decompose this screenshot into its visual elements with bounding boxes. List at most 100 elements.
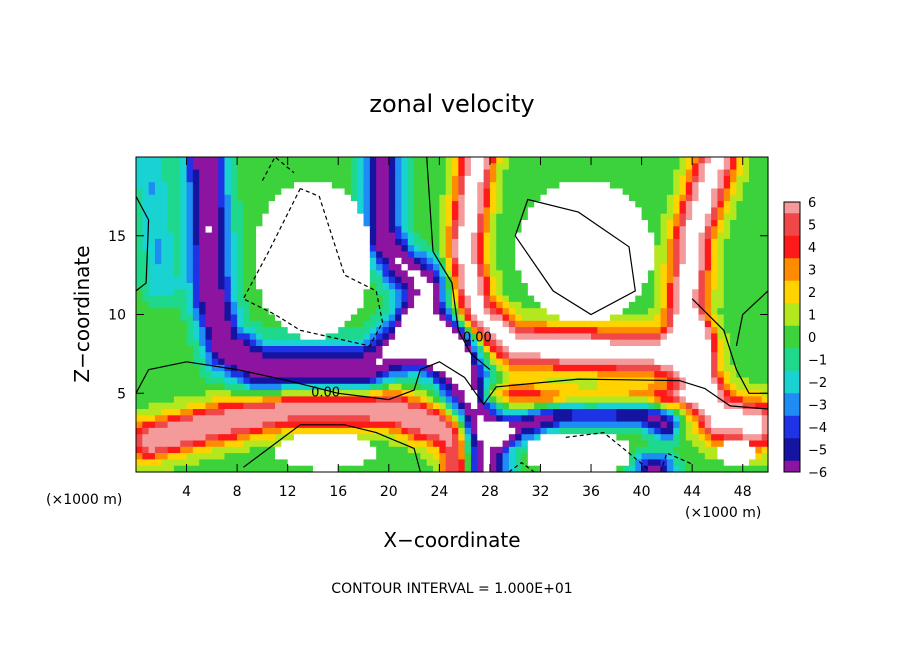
field-cell: [489, 257, 497, 265]
field-cell: [660, 163, 668, 171]
field-cell: [331, 157, 339, 164]
field-cell: [452, 402, 459, 410]
field-cell: [211, 352, 219, 360]
field-cell: [369, 308, 377, 316]
field-cell: [742, 245, 750, 253]
field-cell: [249, 226, 257, 234]
field-cell: [306, 320, 314, 328]
field-cell: [704, 446, 712, 454]
field-cell: [572, 427, 579, 435]
field-cell: [180, 238, 188, 246]
field-cell: [704, 364, 712, 372]
field-cell: [275, 327, 282, 334]
field-cell: [161, 220, 169, 227]
field-cell: [414, 301, 421, 309]
field-cell: [723, 264, 731, 271]
field-cell: [420, 295, 428, 303]
field-cell: [578, 213, 586, 221]
field-cell: [508, 434, 516, 442]
field-cell: [243, 308, 251, 316]
field-cell: [344, 390, 352, 397]
field-cell: [761, 201, 769, 208]
field-cell: [426, 453, 434, 460]
field-cell: [224, 465, 232, 473]
field-cell: [546, 314, 554, 322]
field-cell: [654, 377, 662, 385]
field-cell: [572, 383, 579, 391]
field-cell: [376, 188, 384, 196]
field-cell: [666, 440, 674, 448]
field-cell: [496, 226, 504, 234]
field-cell: [540, 194, 548, 202]
field-cell: [331, 377, 339, 385]
field-cell: [306, 346, 314, 353]
field-cell: [736, 257, 744, 265]
field-cell: [426, 364, 434, 372]
field-cell: [477, 383, 485, 391]
field-cell: [622, 226, 630, 234]
field-cell: [205, 245, 213, 253]
field-cell: [559, 213, 567, 221]
field-cell: [420, 194, 428, 202]
field-cell: [477, 257, 485, 265]
field-cell: [136, 377, 143, 385]
field-cell: [565, 257, 573, 265]
field-cell: [458, 415, 466, 423]
field-cell: [306, 182, 314, 190]
field-cell: [256, 169, 263, 177]
field-cell: [698, 308, 706, 316]
field-cell: [572, 320, 579, 328]
field-cell: [218, 188, 226, 196]
field-cell: [603, 182, 611, 190]
field-cell: [224, 188, 232, 196]
field-cell: [610, 182, 617, 190]
field-cell: [666, 465, 674, 473]
field-cell: [294, 308, 301, 316]
field-cell: [660, 396, 668, 404]
field-cell: [464, 232, 472, 240]
field-cell: [458, 427, 466, 435]
field-cell: [275, 301, 282, 309]
field-cell: [414, 194, 421, 202]
field-cell: [470, 383, 478, 391]
field-cell: [249, 257, 257, 265]
field-cell: [641, 201, 649, 208]
field-cell: [230, 238, 238, 246]
field-cell: [180, 327, 188, 334]
field-cell: [249, 453, 257, 460]
field-cell: [654, 352, 662, 360]
field-cell: [502, 333, 510, 341]
field-cell: [742, 434, 750, 442]
field-cell: [211, 314, 219, 322]
field-cell: [603, 283, 611, 290]
field-cell: [382, 245, 390, 253]
field-cell: [572, 308, 579, 316]
field-cell: [281, 390, 289, 397]
field-cell: [376, 207, 384, 215]
field-cell: [136, 320, 143, 328]
field-cell: [148, 301, 156, 309]
field-cell: [730, 301, 737, 309]
field-cell: [597, 289, 605, 297]
field-cell: [281, 169, 289, 177]
field-cell: [591, 415, 598, 423]
field-cell: [483, 283, 491, 290]
field-cell: [344, 207, 352, 215]
field-cell: [224, 390, 232, 397]
field-cell: [224, 220, 232, 227]
field-cell: [357, 207, 365, 215]
field-cell: [477, 245, 485, 253]
field-cell: [489, 415, 497, 423]
field-cell: [319, 289, 327, 297]
field-cell: [692, 402, 700, 410]
field-cell: [527, 163, 535, 171]
field-cell: [319, 283, 327, 290]
field-cell: [496, 301, 504, 309]
field-cell: [401, 396, 409, 404]
field-cell: [622, 339, 630, 347]
field-cell: [268, 308, 276, 316]
field-cell: [666, 358, 674, 366]
field-cell: [508, 213, 516, 221]
field-cell: [704, 358, 712, 366]
field-cell: [565, 383, 573, 391]
